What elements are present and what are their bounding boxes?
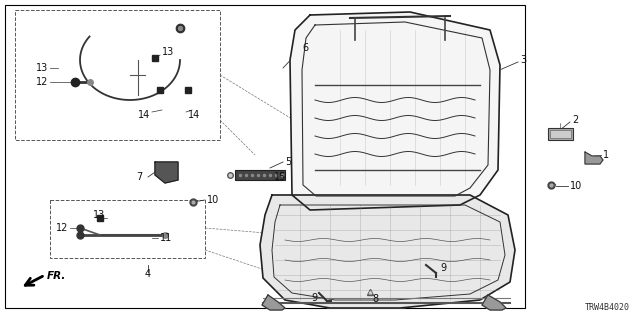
Text: 11: 11 [160,233,172,243]
Text: 12: 12 [36,77,48,87]
Polygon shape [260,195,515,308]
Bar [550,130,571,138]
Text: 14: 14 [138,110,150,120]
Text: 2: 2 [572,115,579,125]
Text: 14: 14 [188,110,200,120]
Text: 4: 4 [145,269,151,279]
Bar [5,5,525,308]
Text: 10: 10 [570,181,582,191]
Bar [50,200,205,258]
Text: 6: 6 [302,43,308,53]
Text: 13: 13 [162,47,174,57]
Text: 8: 8 [372,294,378,304]
Text: 7: 7 [136,172,142,182]
Polygon shape [155,162,178,183]
Text: TRW4B4020: TRW4B4020 [585,303,630,312]
Polygon shape [262,295,285,310]
Polygon shape [290,12,500,210]
Polygon shape [585,152,603,164]
Text: 5: 5 [285,157,291,167]
Polygon shape [482,295,506,310]
Bar [548,128,573,140]
Text: 13: 13 [36,63,48,73]
Text: 1: 1 [603,150,609,160]
Text: 9: 9 [312,293,318,303]
Bar [235,170,285,180]
Text: 13: 13 [93,210,105,220]
Text: 15: 15 [274,172,286,182]
Text: FR.: FR. [47,271,67,281]
Text: 9: 9 [440,263,446,273]
Text: 12: 12 [56,223,68,233]
Text: 3: 3 [520,55,526,65]
Text: 10: 10 [207,195,220,205]
Bar [15,10,220,140]
